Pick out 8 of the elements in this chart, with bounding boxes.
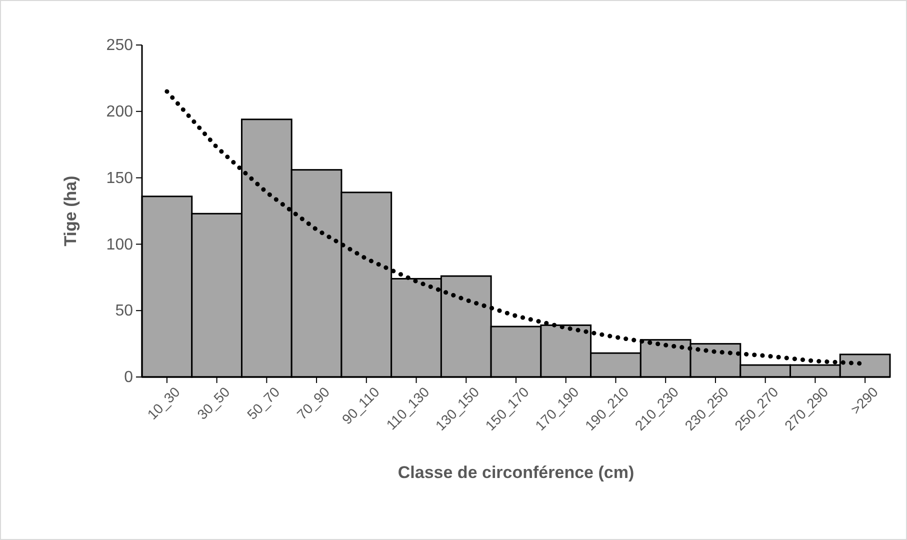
- y-tick-label: 200: [106, 104, 134, 121]
- y-tick-label: 50: [115, 302, 134, 320]
- y-axis-title: Tige (ha): [61, 176, 80, 246]
- y-tick-label: 250: [106, 37, 134, 54]
- y-tick-label: 0: [124, 369, 134, 386]
- y-tick-label: 100: [106, 236, 134, 254]
- y-tick-label: 150: [106, 170, 134, 187]
- x-axis-title: Classe de circonférence (cm): [398, 463, 634, 482]
